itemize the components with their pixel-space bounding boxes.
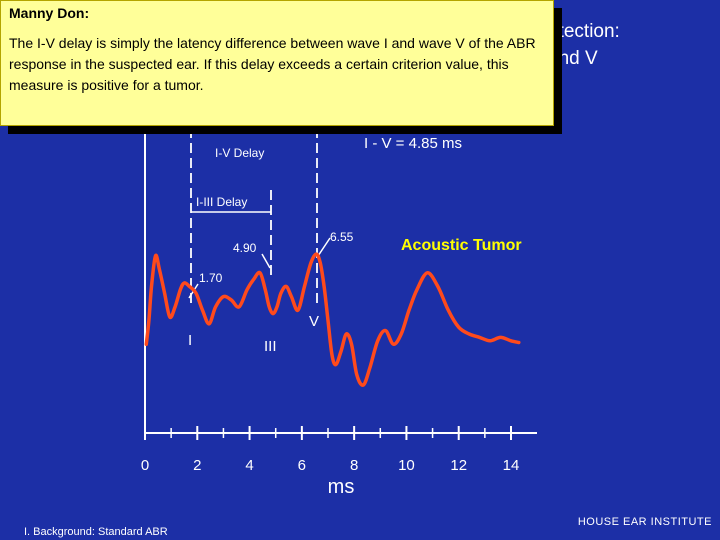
peak-v-latency: 6.55 [330, 230, 354, 244]
iv-delay-label: I-V Delay [215, 146, 264, 160]
x-tick-label: 4 [245, 457, 253, 474]
condition-label: Acoustic Tumor [401, 237, 522, 254]
note-text: The I-V delay is simply the latency diff… [9, 35, 536, 93]
wave-i-label: I [188, 332, 192, 349]
x-tick-label: 10 [398, 457, 415, 474]
x-tick-label: 12 [450, 457, 467, 474]
x-tick-label: 2 [193, 457, 201, 474]
peak-v-pointer [317, 237, 331, 257]
x-tick-label: 14 [503, 457, 520, 474]
x-tick-label: 8 [350, 457, 358, 474]
x-axis-label: ms [328, 476, 355, 498]
peak-iii-latency: 4.90 [233, 241, 257, 255]
peak-i-latency: 1.70 [199, 271, 223, 285]
footer-institute-label: HOUSE EAR INSTITUTE [577, 516, 712, 528]
delay-markers: I-V Delay I-III Delay I - V = 4.85 ms [190, 128, 462, 305]
x-tick-labels: 0 2 4 6 8 10 12 14 [141, 457, 520, 474]
x-tick-label: 0 [141, 457, 149, 474]
i-iii-delay-label: I-III Delay [196, 195, 247, 209]
abr-waveform-line [144, 252, 521, 387]
x-axis: 0 2 4 6 8 10 12 14 ms [141, 128, 537, 498]
peak-iii-pointer [261, 253, 271, 269]
footer-section-label: I. Background: Standard ABR [24, 526, 168, 538]
wave-iii-label: III [264, 338, 277, 355]
peak-annotations: 6.55 4.90 1.70 I III V [188, 230, 354, 355]
x-tick-label: 6 [298, 457, 306, 474]
iv-delay-value: I - V = 4.85 ms [364, 135, 462, 152]
wave-v-label: V [309, 313, 319, 330]
note-heading: Manny Don: [9, 5, 90, 21]
speaker-note-callout: Manny Don: The I-V delay is simply the l… [0, 0, 554, 126]
x-tick-marks [144, 426, 512, 440]
